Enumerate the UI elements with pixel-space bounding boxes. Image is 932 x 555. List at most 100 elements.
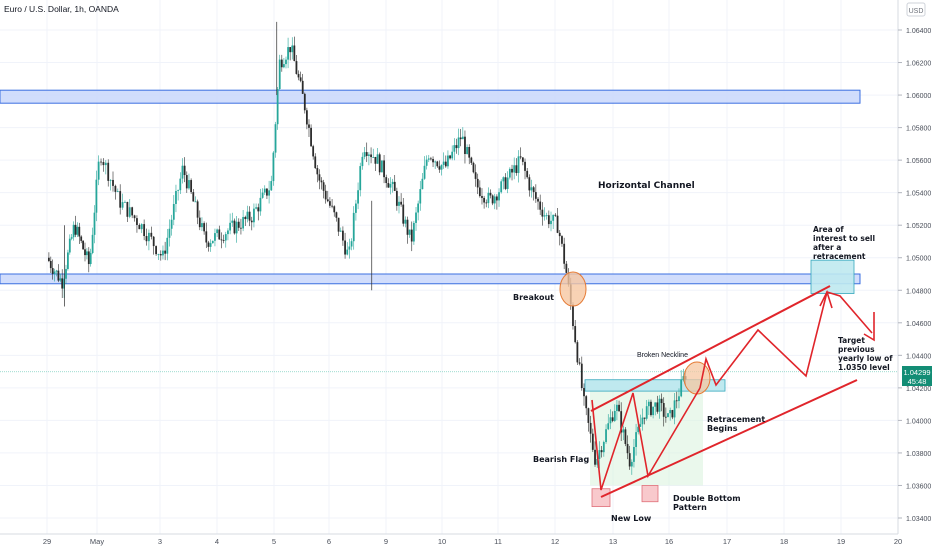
candle-body [357,190,359,204]
label-target: yearly low of [838,354,893,363]
current-price-value: 1.04299 [903,368,930,377]
candle-body [231,220,234,223]
candle-body [483,197,486,203]
candle-body [633,446,635,462]
candle-body [594,449,596,465]
candle-body [410,229,413,242]
y-tick-label: 1.03800 [906,451,931,458]
candle-body [297,73,300,78]
candle-body [107,162,110,181]
candle-body [233,220,236,234]
candle-body [72,224,75,238]
neckline-circle[interactable] [683,361,711,395]
candle-body [436,161,439,167]
candle-body [504,177,507,189]
candle-body [128,207,131,217]
candle-body [517,156,520,174]
candle-body [308,124,310,128]
candle-body [585,396,588,409]
candle-body [214,233,216,241]
label-bearish-flag: Bearish Flag [533,455,589,464]
candle-body [93,212,96,235]
x-tick-label: 13 [609,537,617,546]
candle-body [121,202,124,208]
candle-body [148,232,150,242]
candle-body [82,240,84,250]
candle-body [474,172,477,179]
candle-body [363,152,366,157]
zigzag-path[interactable] [591,387,701,491]
candle-body [365,152,368,156]
candle-body [673,400,676,418]
candle-body [222,239,225,241]
candle-body [442,161,445,165]
candle-body [183,165,186,176]
candle-body [291,45,294,53]
candle-body [508,168,511,178]
y-tick-label: 1.04000 [906,418,931,425]
candle-body [637,426,640,433]
candle-body [561,236,563,244]
candle-body [618,404,620,412]
upper-channel-line[interactable] [590,285,831,412]
label-double-bottom: Double Bottom [673,494,741,503]
candle-body [224,234,227,241]
breakout-circle[interactable] [559,271,587,307]
candle-body [572,304,574,327]
candle-body [337,217,340,232]
y-tick-label: 1.05000 [906,256,931,263]
candle-body [261,192,264,198]
candle-body [654,402,657,407]
candle-body [481,196,483,198]
candle-body [80,236,83,241]
candle-body [74,224,77,235]
candle-body [378,154,381,173]
x-tick-label: 9 [384,537,388,546]
neckline-box[interactable] [584,379,726,392]
candle-body [196,201,199,218]
candle-body [145,236,148,242]
time-axis[interactable]: 29 May 3 4 5 6 9 10 11 12 13 16 17 18 19 20 [0,533,902,546]
candle-body [109,179,112,181]
candle-body [380,160,383,173]
label-area-of-interest: retracement [813,252,866,261]
horizontal-zone[interactable] [0,89,861,104]
candle-body [580,363,583,389]
label-new-low: New Low [611,514,652,523]
candle-body [114,185,117,192]
candle-body [152,236,155,247]
candle-body [209,243,212,247]
currency-label: USD [909,8,924,15]
interest-area-box[interactable] [810,259,855,294]
new-low-box[interactable] [591,488,611,508]
candle-body [393,181,396,191]
candle-body [513,165,516,173]
candle-body [207,242,210,247]
candle-body [229,222,232,231]
candle-body [671,410,674,418]
lower-channel-line[interactable] [600,379,858,498]
candle-body [438,166,441,170]
candle-body [97,161,100,180]
candle-body [500,181,503,193]
projection-path[interactable] [699,290,873,389]
candle-body [87,251,90,265]
candle-body [591,433,594,450]
x-tick-label: 17 [723,537,731,546]
horizontal-zone[interactable] [0,273,861,285]
candle-body [622,429,625,433]
price-axis[interactable]: 1.06400 1.06200 1.06000 1.05800 1.05600 1.054… [897,0,932,534]
candle-body [658,398,661,412]
candle-body [643,417,646,419]
double-bottom-box[interactable] [641,485,659,503]
candle-body [201,223,203,228]
candle-body [457,137,460,149]
candle-body [455,145,458,149]
currency-badge[interactable] [906,2,926,17]
candle-body [583,388,585,397]
candle-body [89,253,92,265]
candle-body [301,80,304,94]
candle-body [609,417,612,424]
